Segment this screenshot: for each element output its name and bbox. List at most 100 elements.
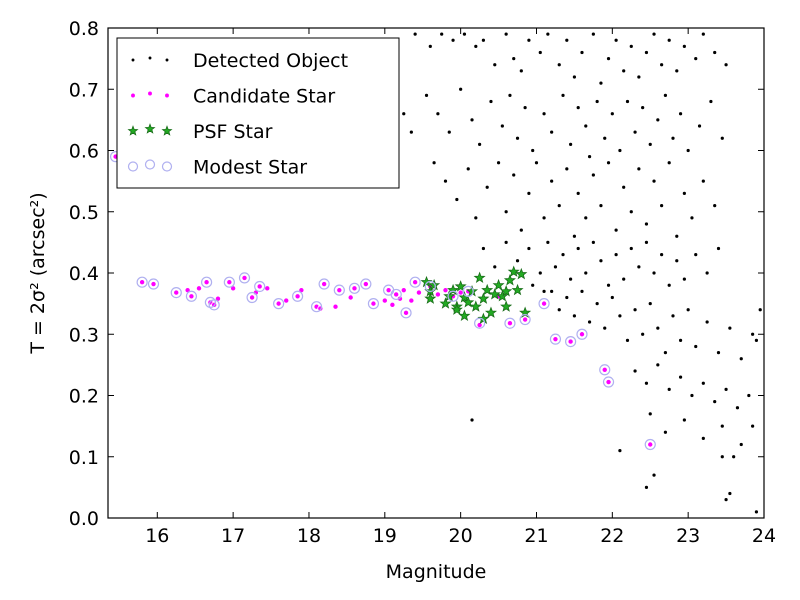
- detected-object-point: [580, 289, 584, 293]
- detected-object-point: [584, 216, 588, 220]
- detected-object-point: [754, 510, 759, 514]
- detected-object-point: [527, 246, 531, 251]
- detected-object-point: [618, 148, 622, 153]
- candidate-star-point: [412, 279, 419, 286]
- detected-object-point: [512, 57, 516, 61]
- x-tick-label: 23: [676, 525, 700, 547]
- legend-entry-candidate-star: Candidate Star: [130, 86, 335, 108]
- y-tick-label: 0.8: [69, 18, 99, 40]
- detected-object-point: [614, 228, 618, 232]
- legend-marker-detected-object: [131, 58, 135, 62]
- detected-object-point: [637, 75, 641, 79]
- candidate-star-point: [567, 338, 574, 345]
- detected-object-point: [637, 167, 641, 171]
- detected-object-point: [633, 308, 637, 312]
- detected-object-point: [489, 99, 493, 104]
- detected-object-point: [709, 99, 713, 104]
- detected-object-point: [720, 136, 724, 140]
- legend-entry-modest-star: Modest Star: [127, 157, 307, 179]
- detected-object-point: [595, 302, 599, 306]
- y-tick-label: 0.5: [69, 202, 99, 224]
- detected-object-point: [716, 246, 721, 251]
- detected-object-point: [424, 93, 429, 97]
- detected-object-point: [603, 136, 607, 140]
- detected-object-point: [644, 50, 649, 55]
- detected-object-point: [713, 400, 717, 404]
- detected-object-point: [637, 265, 641, 269]
- detected-object-point: [584, 271, 588, 275]
- psf-star-series: [420, 265, 532, 325]
- detected-object-point: [455, 197, 459, 202]
- legend-label-candidate-star: Candidate Star: [193, 86, 335, 108]
- legend-marker-psf-star: [127, 125, 139, 136]
- detected-object-point: [606, 57, 611, 61]
- psf-star-point: [484, 306, 498, 318]
- psf-star-point: [488, 288, 501, 300]
- detected-object-point: [701, 179, 705, 183]
- modest-star-point: [367, 298, 380, 310]
- detected-object-point: [508, 93, 512, 97]
- candidate-star-point: [241, 274, 248, 281]
- detected-object-point: [618, 449, 622, 453]
- detected-object-point: [546, 240, 550, 244]
- candidate-star-point: [647, 441, 654, 448]
- modest-star-point: [254, 280, 266, 293]
- detected-object-point: [667, 387, 671, 391]
- detected-object-point: [591, 173, 595, 177]
- detected-object-point: [713, 50, 717, 55]
- modest-star-point: [424, 280, 436, 293]
- detected-object-point: [701, 436, 705, 440]
- detected-object-point: [542, 216, 546, 220]
- psf-star-point: [466, 285, 479, 297]
- detected-object-point: [512, 173, 516, 177]
- detected-object-point: [576, 246, 580, 251]
- detected-object-point: [542, 289, 546, 293]
- detected-object-point: [667, 161, 671, 165]
- detected-object-series: [402, 32, 762, 514]
- detected-object-point: [595, 99, 599, 104]
- legend-entry-psf-star: PSF Star: [127, 121, 273, 143]
- detected-object-point: [697, 124, 702, 128]
- detected-object-point: [678, 112, 683, 116]
- x-tick-label: 19: [373, 525, 397, 547]
- candidate-star-point: [362, 281, 369, 288]
- detected-object-point: [675, 69, 679, 73]
- modest-star-point: [147, 278, 160, 290]
- modest-star-point: [390, 288, 402, 301]
- legend-marker-candidate-star: [147, 90, 153, 97]
- x-tick-label: 18: [297, 525, 321, 547]
- detected-object-point: [652, 271, 656, 275]
- psf-star-point: [424, 292, 437, 304]
- detected-object-point: [694, 57, 698, 61]
- detected-object-point: [610, 112, 614, 116]
- candidate-star-point: [226, 279, 233, 286]
- modest-star-series: [109, 151, 656, 451]
- axis-ticks: 16 17 18 19 20 21 22 23 24 0.0 0.1 0.2 0.3 0.4 0.5 0.6 0…: [69, 18, 776, 547]
- detected-object-point: [656, 363, 660, 367]
- legend-marker-modest-star: [127, 161, 139, 172]
- detected-object-point: [587, 155, 592, 159]
- detected-object-point: [591, 32, 595, 36]
- modest-star-point: [602, 376, 615, 388]
- detected-object-point: [557, 204, 561, 208]
- legend-label-modest-star: Modest Star: [193, 157, 307, 179]
- detected-object-point: [443, 179, 448, 183]
- modest-star-point: [333, 284, 345, 296]
- detected-object-point: [701, 32, 705, 36]
- detected-object-point: [572, 314, 577, 318]
- y-tick-label: 0.2: [69, 386, 99, 408]
- detected-object-point: [667, 38, 671, 42]
- detected-object-point: [436, 112, 440, 116]
- detected-object-point: [557, 308, 561, 312]
- legend-marker-psf-star: [161, 125, 173, 136]
- detected-object-point: [678, 338, 683, 342]
- detected-object-point: [652, 179, 656, 183]
- psf-star-point: [503, 274, 516, 286]
- detected-object-point: [599, 204, 603, 208]
- detected-object-point: [599, 259, 603, 263]
- legend-marker-detected-object: [148, 56, 152, 60]
- candidate-star-point: [403, 309, 410, 316]
- modest-star-point: [318, 278, 330, 290]
- x-tick-label: 16: [145, 525, 169, 547]
